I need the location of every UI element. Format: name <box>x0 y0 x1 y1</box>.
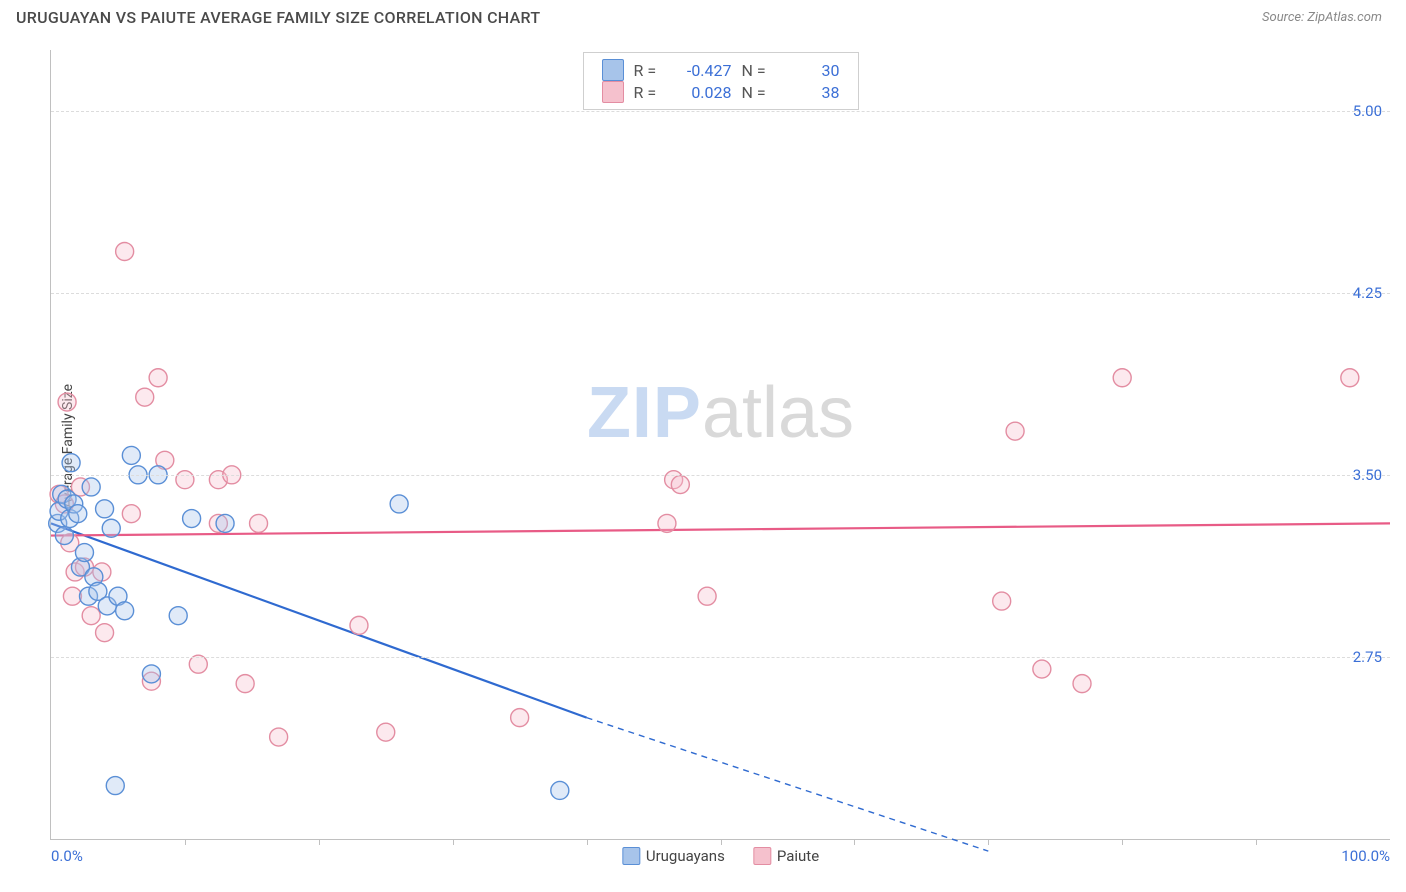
corr-row-paiute: R = 0.028 N = 38 <box>602 81 840 103</box>
swatch-pink-icon <box>753 847 771 865</box>
series-legend: Uruguayans Paiute <box>622 847 819 865</box>
legend-item-uruguayans: Uruguayans <box>622 847 725 865</box>
swatch-pink-icon <box>602 81 624 103</box>
gridline <box>51 111 1390 112</box>
source-citation: Source: ZipAtlas.com <box>1262 10 1382 25</box>
r-label: R = <box>634 83 662 102</box>
y-tick-label: 2.75 <box>1353 648 1382 666</box>
x-axis-max-label: 100.0% <box>1341 847 1390 865</box>
n-value-uruguayans: 30 <box>780 61 840 80</box>
x-tick <box>453 839 454 845</box>
correlation-legend: R = -0.427 N = 30 R = 0.028 N = 38 <box>583 52 859 110</box>
x-tick <box>988 839 989 845</box>
y-tick-label: 4.25 <box>1353 284 1382 302</box>
y-tick-label: 5.00 <box>1353 102 1382 120</box>
x-tick <box>1256 839 1257 845</box>
gridline <box>51 657 1390 658</box>
x-tick <box>587 839 588 845</box>
legend-label-uruguayans: Uruguayans <box>646 847 725 865</box>
x-tick <box>185 839 186 845</box>
gridline <box>51 475 1390 476</box>
x-tick <box>319 839 320 845</box>
n-value-paiute: 38 <box>780 83 840 102</box>
chart-title: URUGUAYAN VS PAIUTE AVERAGE FAMILY SIZE … <box>16 8 540 27</box>
legend-label-paiute: Paiute <box>777 847 819 865</box>
plot-area: ZIPatlas R = -0.427 N = 30 R = 0.028 N =… <box>50 50 1390 840</box>
x-tick <box>721 839 722 845</box>
legend-item-paiute: Paiute <box>753 847 819 865</box>
r-label: R = <box>634 61 662 80</box>
r-value-paiute: 0.028 <box>672 83 732 102</box>
scatter-svg <box>51 50 1390 839</box>
swatch-blue-icon <box>602 59 624 81</box>
y-tick-label: 3.50 <box>1353 466 1382 484</box>
r-value-uruguayans: -0.427 <box>672 61 732 80</box>
n-label: N = <box>742 61 770 80</box>
corr-row-uruguayans: R = -0.427 N = 30 <box>602 59 840 81</box>
x-axis-min-label: 0.0% <box>51 847 83 865</box>
n-label: N = <box>742 83 770 102</box>
x-tick <box>854 839 855 845</box>
chart-header: URUGUAYAN VS PAIUTE AVERAGE FAMILY SIZE … <box>0 0 1406 31</box>
gridline <box>51 293 1390 294</box>
swatch-blue-icon <box>622 847 640 865</box>
x-tick <box>1122 839 1123 845</box>
